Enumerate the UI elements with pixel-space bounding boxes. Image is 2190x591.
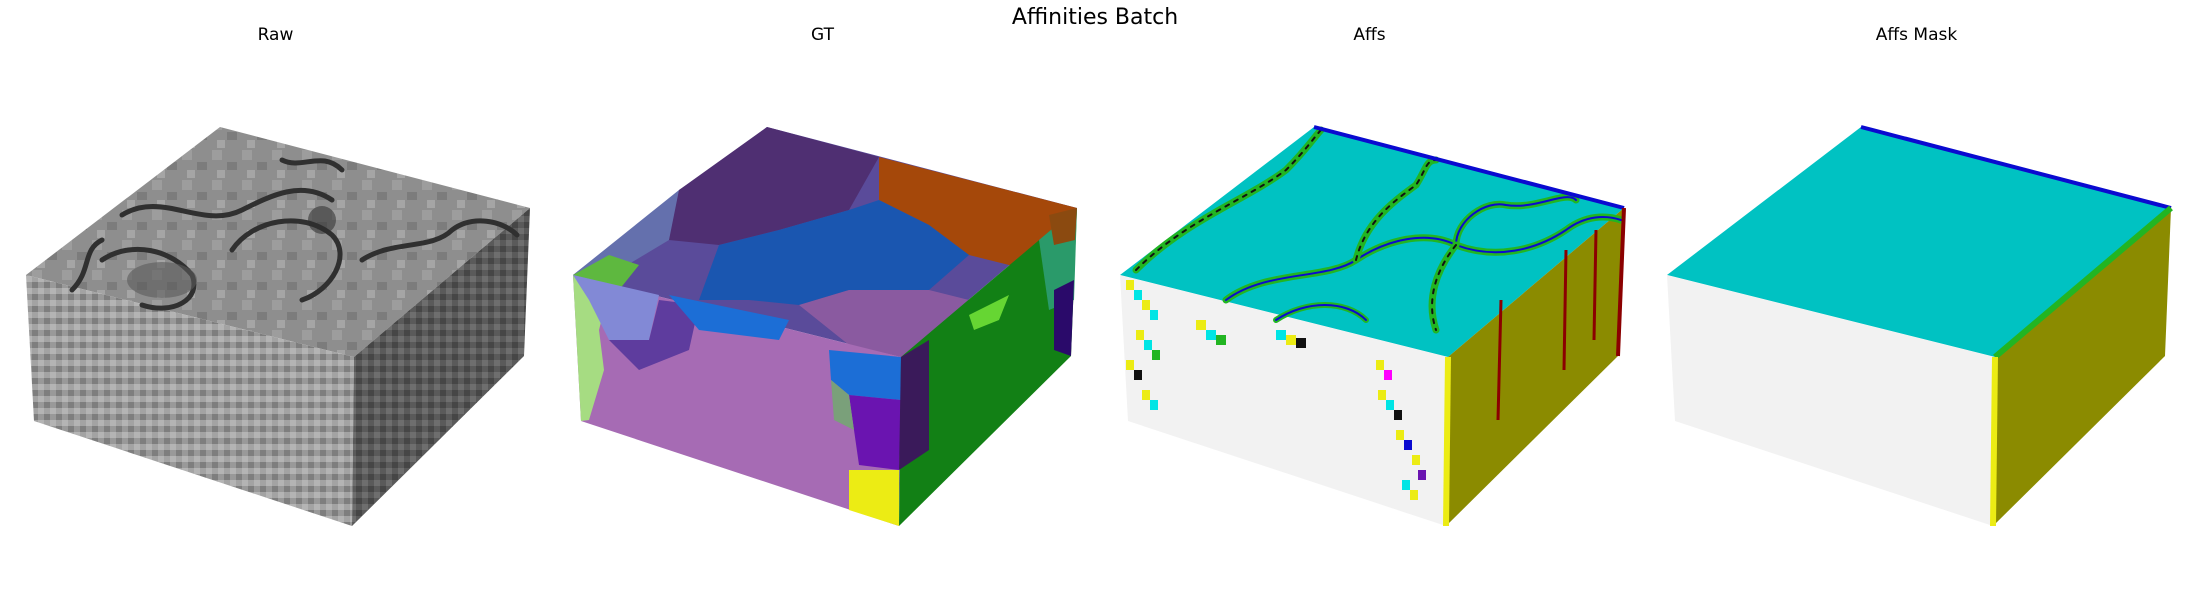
mask-top-side-edge [1993,205,2173,360]
gt-segment-blue [699,200,969,305]
affs-top-face [1120,127,1624,357]
mask-back-edge [1860,125,2172,210]
mask-front-right-edge [1990,356,1998,527]
gt-segment-violet [609,300,699,370]
raw-side-face [352,208,530,526]
raw-panel-title: Raw [257,25,294,45]
gt-volume-cube [573,127,1077,526]
raw-front-face [26,275,354,526]
raw-panel: Raw [2,0,549,591]
gt-segment-sage [831,380,854,430]
mask-front-face [1667,275,1995,526]
gt-segment-lime [969,295,1009,330]
gt-segment-navy [1054,280,1074,356]
affs-front-boundaries [1126,280,1426,500]
gt-segment-orange [879,157,1077,270]
affs-panel-title: Affs [1353,25,1386,45]
gt-panel-title: GT [811,25,834,45]
figure-title: Affinities Batch [1011,5,1179,30]
gt-segment-brown [1049,208,1077,245]
mask-top-face [1667,127,2171,357]
raw-top-face [26,127,530,357]
gt-segment-indigo [849,395,901,470]
affs-volume-cube [1120,125,1626,527]
affs-mask-panel: Affs Mask [1643,0,2190,591]
gt-segment-yellow [849,470,899,526]
gt-side-face [899,208,1077,526]
affs-back-edge [1313,125,1625,210]
mask-side-face [1993,208,2171,526]
affs-side-face [1446,208,1624,526]
affs-side-boundaries [1496,229,1598,421]
gt-segment-dark-side [899,340,929,470]
affs-front-right-edge [1443,356,1451,527]
affs-mask-panel-title: Affs Mask [1875,25,1958,45]
affs-front-face [1120,275,1448,526]
gt-panel: GT [549,0,1096,591]
raw-volume-cube [26,127,530,526]
affs-side-edge [1616,207,1626,357]
gt-segment-lilac [573,275,659,340]
affs-boundaries [1132,126,1625,334]
gt-segment-blue-front [829,350,901,400]
gt-segment-dark-purple [669,127,879,245]
affs-mask-volume-cube [1667,125,2173,527]
gt-segment-azure [669,295,789,340]
affs-panel: Affs [1096,0,1643,591]
